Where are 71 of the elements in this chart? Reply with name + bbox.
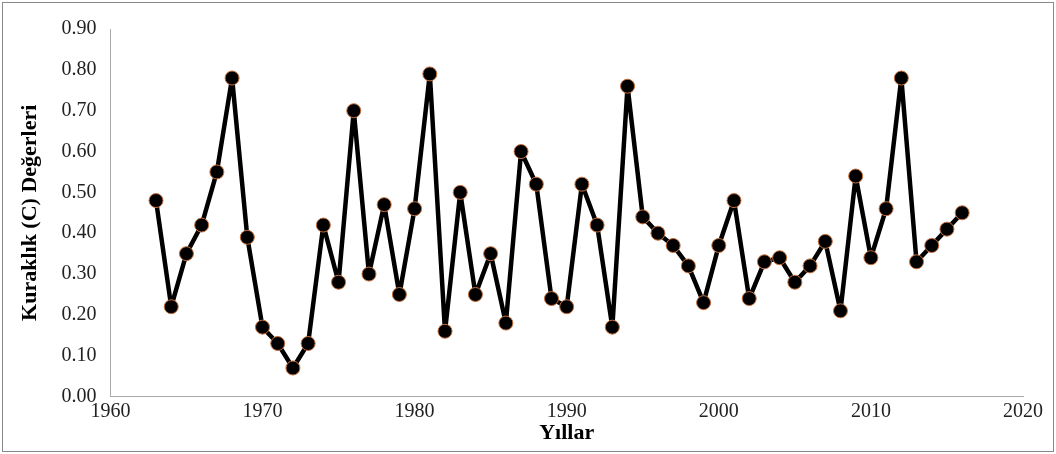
x-tick-label: 2010 (850, 398, 891, 421)
point (711, 237, 727, 253)
point (863, 250, 879, 266)
point (848, 168, 864, 184)
point (483, 246, 499, 262)
x-tick-label: 1980 (394, 398, 435, 421)
point (194, 217, 210, 233)
point (331, 274, 347, 290)
point (361, 266, 377, 282)
point (239, 229, 255, 245)
point (452, 184, 468, 200)
point (255, 319, 270, 335)
point (772, 250, 788, 266)
y-axis-title: Kuraklık (C) Değerleri (15, 104, 41, 321)
point (650, 225, 666, 241)
point (574, 176, 590, 192)
point (315, 217, 331, 233)
point (407, 201, 423, 217)
point (376, 197, 392, 213)
x-tick-label: 2020 (1003, 398, 1043, 421)
point (498, 315, 514, 331)
point (726, 193, 742, 209)
y-tick-label: 0.50 (61, 179, 97, 202)
point (300, 336, 316, 351)
point (680, 258, 696, 274)
point (939, 221, 955, 237)
point (589, 217, 605, 233)
point (924, 237, 940, 253)
point (224, 70, 240, 86)
y-tick-label: 0.70 (61, 97, 97, 120)
y-tick-label: 0.80 (61, 57, 97, 80)
x-tick-label: 2000 (698, 398, 739, 421)
point (178, 246, 194, 262)
point (635, 209, 651, 225)
point (513, 144, 529, 160)
point (756, 254, 772, 270)
x-axis-title: Yıllar (539, 419, 595, 445)
point (270, 336, 286, 351)
point (787, 274, 803, 290)
point (391, 286, 407, 302)
y-tick-label: 0.10 (61, 343, 97, 366)
point (437, 323, 453, 339)
y-tick-label: 0.20 (61, 302, 97, 325)
point (893, 70, 909, 86)
point (163, 299, 179, 315)
point (665, 237, 681, 253)
x-tick-label: 1970 (242, 398, 283, 421)
point (285, 360, 301, 376)
point (817, 233, 833, 249)
point (346, 103, 362, 119)
point (741, 291, 757, 307)
point (696, 295, 712, 311)
y-tick-label: 0.40 (61, 220, 97, 243)
x-tick-label: 1990 (546, 398, 587, 421)
point (543, 291, 559, 307)
point (528, 176, 544, 192)
y-tick-label: 0.30 (61, 261, 97, 284)
point (620, 78, 636, 94)
point (909, 254, 925, 270)
point (802, 258, 818, 274)
point (209, 164, 225, 180)
y-tick-label: 0.90 (61, 16, 97, 39)
point (604, 319, 620, 335)
point (467, 286, 483, 302)
y-tick-label: 0.60 (61, 138, 97, 161)
point (954, 205, 970, 221)
point (148, 193, 164, 209)
point (559, 299, 575, 315)
point (878, 201, 894, 217)
point (832, 303, 848, 319)
point (422, 66, 438, 82)
